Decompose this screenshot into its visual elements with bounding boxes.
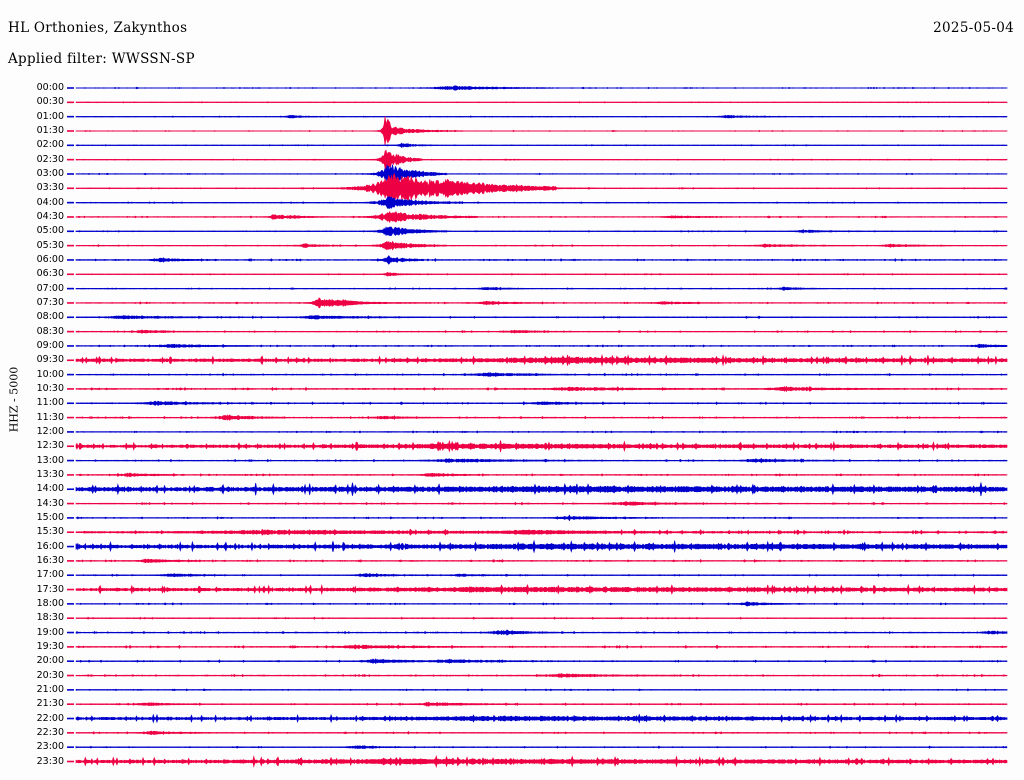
time-label-07-30: 07:30 bbox=[36, 296, 64, 308]
seismogram-plot bbox=[0, 76, 1024, 780]
page-title: HL Orthonies, Zakynthos bbox=[8, 20, 188, 36]
time-label-20-30: 20:30 bbox=[36, 669, 64, 681]
time-label-19-00: 19:00 bbox=[36, 626, 64, 638]
time-label-04-30: 04:30 bbox=[36, 210, 64, 222]
time-label-20-00: 20:00 bbox=[36, 655, 64, 667]
record-date: 2025-05-04 bbox=[933, 20, 1014, 36]
time-label-13-00: 13:00 bbox=[36, 454, 64, 466]
time-label-00-00: 00:00 bbox=[36, 82, 64, 93]
time-label-16-30: 16:30 bbox=[36, 554, 64, 566]
time-label-23-30: 23:30 bbox=[36, 755, 64, 767]
trace-canvas bbox=[67, 85, 1008, 769]
time-label-16-00: 16:00 bbox=[36, 540, 64, 552]
time-label-23-00: 23:00 bbox=[36, 741, 64, 753]
time-label-17-30: 17:30 bbox=[36, 583, 64, 595]
time-label-14-30: 14:30 bbox=[36, 497, 64, 509]
time-label-11-00: 11:00 bbox=[36, 397, 64, 409]
time-label-04-00: 04:00 bbox=[36, 196, 64, 208]
time-label-03-00: 03:00 bbox=[36, 167, 64, 179]
time-label-07-00: 07:00 bbox=[36, 282, 64, 294]
time-label-21-00: 21:00 bbox=[36, 683, 64, 695]
time-label-09-30: 09:30 bbox=[36, 354, 64, 366]
time-label-22-00: 22:00 bbox=[36, 712, 64, 724]
time-label-19-30: 19:30 bbox=[36, 640, 64, 652]
time-label-15-00: 15:00 bbox=[36, 511, 64, 523]
time-label-01-00: 01:00 bbox=[36, 110, 64, 122]
time-label-15-30: 15:30 bbox=[36, 526, 64, 538]
time-label-22-30: 22:30 bbox=[36, 726, 64, 738]
time-label-08-30: 08:30 bbox=[36, 325, 64, 337]
time-label-05-30: 05:30 bbox=[36, 239, 64, 251]
time-axis-labels: 00:00 00:30 01:00 01:30 02:00 02:30 03:00 03:30… bbox=[0, 76, 64, 780]
time-label-06-00: 06:00 bbox=[36, 253, 64, 265]
time-label-06-30: 06:30 bbox=[36, 268, 64, 280]
time-label-12-00: 12:00 bbox=[36, 425, 64, 437]
time-label-12-30: 12:30 bbox=[36, 440, 64, 452]
time-label-05-00: 05:00 bbox=[36, 225, 64, 237]
time-label-18-00: 18:00 bbox=[36, 597, 64, 609]
time-label-09-00: 09:00 bbox=[36, 339, 64, 351]
time-label-01-30: 01:30 bbox=[36, 124, 64, 136]
time-label-10-30: 10:30 bbox=[36, 382, 64, 394]
time-label-14-00: 14:00 bbox=[36, 483, 64, 495]
time-label-03-30: 03:30 bbox=[36, 182, 64, 194]
time-label-21-30: 21:30 bbox=[36, 698, 64, 710]
time-label-02-30: 02:30 bbox=[36, 153, 64, 165]
time-label-18-30: 18:30 bbox=[36, 612, 64, 624]
time-label-10-00: 10:00 bbox=[36, 368, 64, 380]
applied-filter-label: Applied filter: WWSSN-SP bbox=[8, 51, 195, 67]
time-label-08-00: 08:00 bbox=[36, 311, 64, 323]
time-label-11-30: 11:30 bbox=[36, 411, 64, 423]
time-label-17-00: 17:00 bbox=[36, 569, 64, 581]
time-label-13-30: 13:30 bbox=[36, 468, 64, 480]
time-label-02-00: 02:00 bbox=[36, 139, 64, 151]
time-label-00-30: 00:30 bbox=[36, 96, 64, 108]
